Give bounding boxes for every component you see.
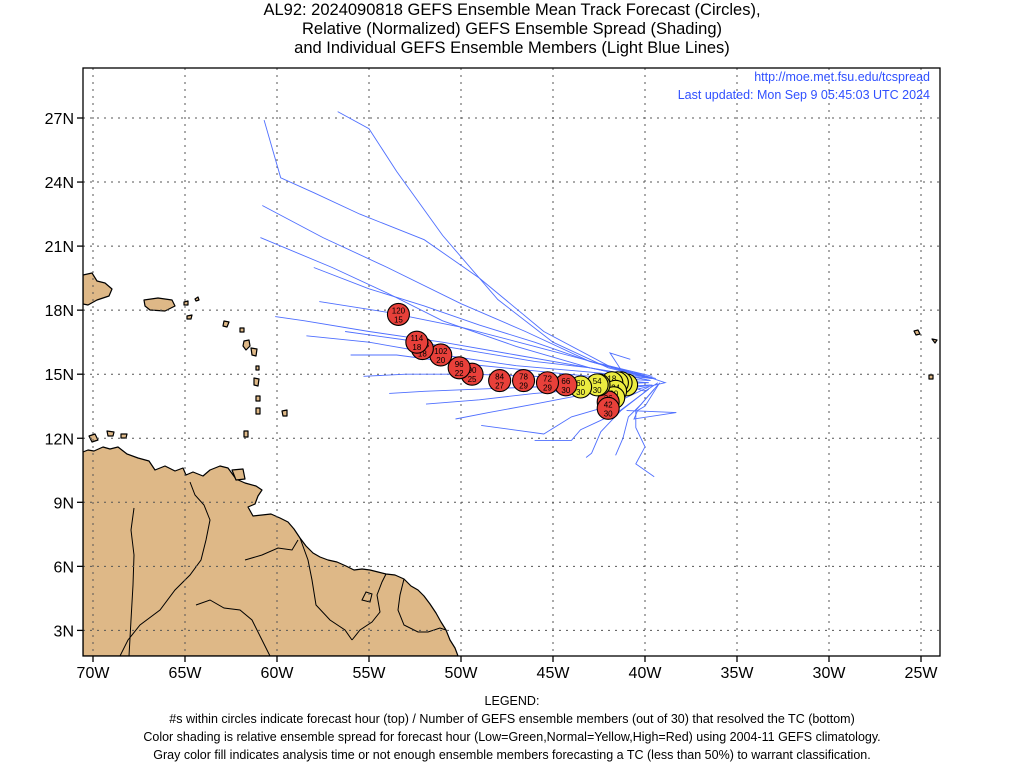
- y-tick-label: 9N: [54, 495, 74, 512]
- member-count-label: 25: [468, 375, 477, 384]
- member-track-line: [626, 382, 677, 420]
- y-tick-label: 27N: [45, 111, 74, 128]
- y-tick-label: 6N: [54, 559, 74, 576]
- latitude-axis: 27N 24N 21N 18N 15N 12N 9N 6N 3N: [45, 111, 83, 640]
- track-circle: [535, 371, 560, 395]
- y-tick-label: 21N: [45, 239, 74, 256]
- mean-track-circles: 0630123018302430303036304230483054306030…: [386, 302, 639, 420]
- forecast-hour-label: 102: [434, 347, 448, 356]
- member-count-label: 29: [543, 384, 552, 393]
- member-track-line: [615, 384, 659, 456]
- track-circle: [512, 369, 536, 393]
- longitude-axis: 70W 65W 60W 55W 50W 45W 40W 35W 30W 25W: [77, 656, 939, 682]
- legend-line-1: #s within circles indicate forecast hour…: [169, 712, 855, 726]
- track-circle: [386, 302, 410, 326]
- forecast-hour-label: 114: [410, 334, 423, 343]
- x-tick-label: 45W: [537, 665, 571, 682]
- member-track-line: [534, 388, 649, 441]
- x-tick-label: 50W: [445, 665, 479, 682]
- y-tick-label: 24N: [45, 175, 74, 192]
- x-tick-label: 65W: [169, 665, 203, 682]
- member-count-label: 30: [604, 409, 613, 418]
- x-tick-label: 40W: [629, 665, 663, 682]
- track-circle: [596, 396, 620, 420]
- member-count-label: 20: [436, 356, 445, 365]
- puerto-rico-island: [143, 297, 176, 312]
- virgin-islands: [183, 300, 189, 306]
- track-map: 0630123018302430303036304230483054306030…: [45, 67, 941, 682]
- forecast-hour-label: 54: [593, 377, 602, 386]
- member-track-line: [262, 205, 653, 379]
- forecast-hour-label: 90: [468, 366, 477, 375]
- member-count-label: 30: [561, 386, 570, 395]
- member-track-line: [306, 335, 653, 379]
- x-tick-label: 70W: [77, 665, 111, 682]
- member-count-label: 15: [394, 315, 403, 324]
- trinidad-island: [231, 468, 246, 481]
- x-tick-label: 55W: [353, 665, 387, 682]
- title-line-2: Relative (Normalized) GEFS Ensemble Spre…: [301, 20, 722, 38]
- x-tick-label: 60W: [261, 665, 295, 682]
- legend-line-3: Gray color fill indicates analysis time …: [153, 748, 871, 762]
- member-track-line: [608, 352, 657, 379]
- forecast-hour-label: 60: [576, 379, 585, 388]
- ensemble-member-tracks: [260, 111, 677, 478]
- legend-heading: LEGEND:: [484, 694, 540, 708]
- x-tick-label: 35W: [721, 665, 755, 682]
- title-line-1: AL92: 2024090818 GEFS Ensemble Mean Trac…: [263, 1, 761, 19]
- member-count-label: 27: [495, 382, 504, 391]
- member-track-line: [585, 388, 649, 458]
- hispaniola-island: [83, 272, 113, 306]
- forecast-hour-label: 72: [543, 375, 552, 384]
- cape-verde-islands: [913, 329, 921, 336]
- member-count-label: 29: [519, 382, 528, 391]
- member-count-label: 18: [412, 343, 421, 352]
- last-updated: Last updated: Mon Sep 9 05:45:03 UTC 202…: [678, 88, 930, 102]
- member-track-line: [633, 371, 667, 392]
- member-track-line: [337, 111, 653, 379]
- x-tick-label: 25W: [905, 665, 939, 682]
- member-count-label: 30: [593, 386, 602, 395]
- member-track-line: [345, 331, 655, 379]
- member-track-line: [319, 301, 653, 377]
- map-frame: [82, 67, 941, 657]
- land-layer: [83, 272, 938, 656]
- title-line-3: and Individual GEFS Ensemble Members (Li…: [294, 39, 730, 57]
- forecast-hour-label: 84: [495, 373, 504, 382]
- y-tick-label: 18N: [45, 303, 74, 320]
- track-circle: [488, 369, 512, 393]
- member-count-label: 30: [576, 388, 585, 397]
- track-circle: [447, 356, 471, 380]
- track-circle: [405, 330, 429, 354]
- x-tick-label: 30W: [813, 665, 847, 682]
- forecast-hour-label: 42: [604, 400, 613, 409]
- y-tick-label: 3N: [54, 623, 74, 640]
- member-count-label: 18: [418, 350, 427, 359]
- member-track-line: [263, 119, 655, 379]
- y-tick-label: 15N: [45, 367, 74, 384]
- forecast-hour-label: 78: [519, 373, 528, 382]
- forecast-hour-label: 18: [607, 375, 616, 384]
- forecast-hour-label: 120: [392, 306, 406, 315]
- forecast-hour-label: 96: [455, 360, 464, 369]
- legend-line-2: Color shading is relative ensemble sprea…: [143, 730, 881, 744]
- forecast-hour-label: 66: [561, 377, 570, 386]
- source-url[interactable]: http://moe.met.fsu.edu/tcspread: [754, 70, 930, 84]
- member-count-label: 22: [455, 369, 464, 378]
- country-borders: [119, 481, 447, 656]
- y-tick-label: 12N: [45, 431, 74, 448]
